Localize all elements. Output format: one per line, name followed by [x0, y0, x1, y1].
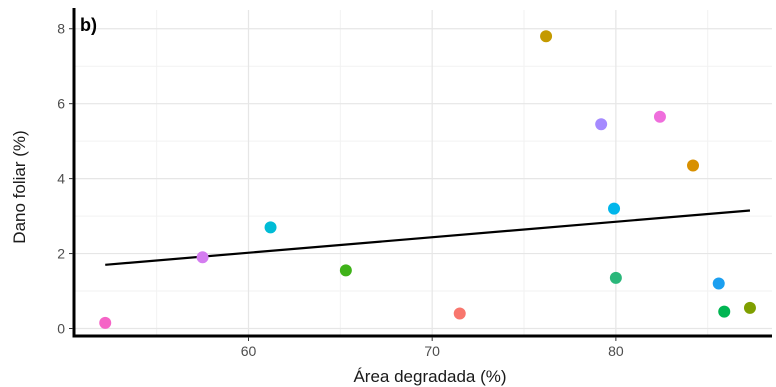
y-axis-title: Dano foliar (%): [10, 130, 29, 243]
trend-line: [105, 209, 751, 266]
data-point: [339, 264, 352, 277]
data-point: [653, 110, 666, 123]
data-point: [595, 118, 608, 131]
data-point: [687, 159, 700, 172]
x-tick-label: 80: [608, 343, 624, 359]
data-point: [608, 202, 621, 215]
x-tick-label: 70: [424, 343, 440, 359]
data-point: [196, 251, 209, 264]
grid: [74, 10, 772, 336]
y-tick-label: 6: [57, 96, 65, 112]
x-axis-title: Área degradada (%): [353, 367, 506, 386]
data-point: [453, 307, 466, 320]
data-point: [718, 305, 731, 318]
data-points: [99, 30, 756, 329]
data-point: [99, 316, 112, 329]
y-tick-label: 4: [57, 171, 65, 187]
tick-labels: 60 70 80 0 2 4 6 8: [57, 21, 624, 359]
axes: [69, 8, 772, 341]
data-point: [264, 221, 277, 234]
x-tick-label: 60: [241, 343, 257, 359]
y-tick-label: 8: [57, 21, 65, 37]
trend-line-group: [105, 209, 751, 266]
data-point: [540, 30, 553, 43]
data-point: [609, 271, 622, 284]
data-point: [712, 277, 725, 290]
y-tick-label: 2: [57, 246, 65, 262]
data-point: [743, 301, 756, 314]
panel-label: b): [80, 15, 97, 35]
y-tick-label: 0: [57, 321, 65, 337]
